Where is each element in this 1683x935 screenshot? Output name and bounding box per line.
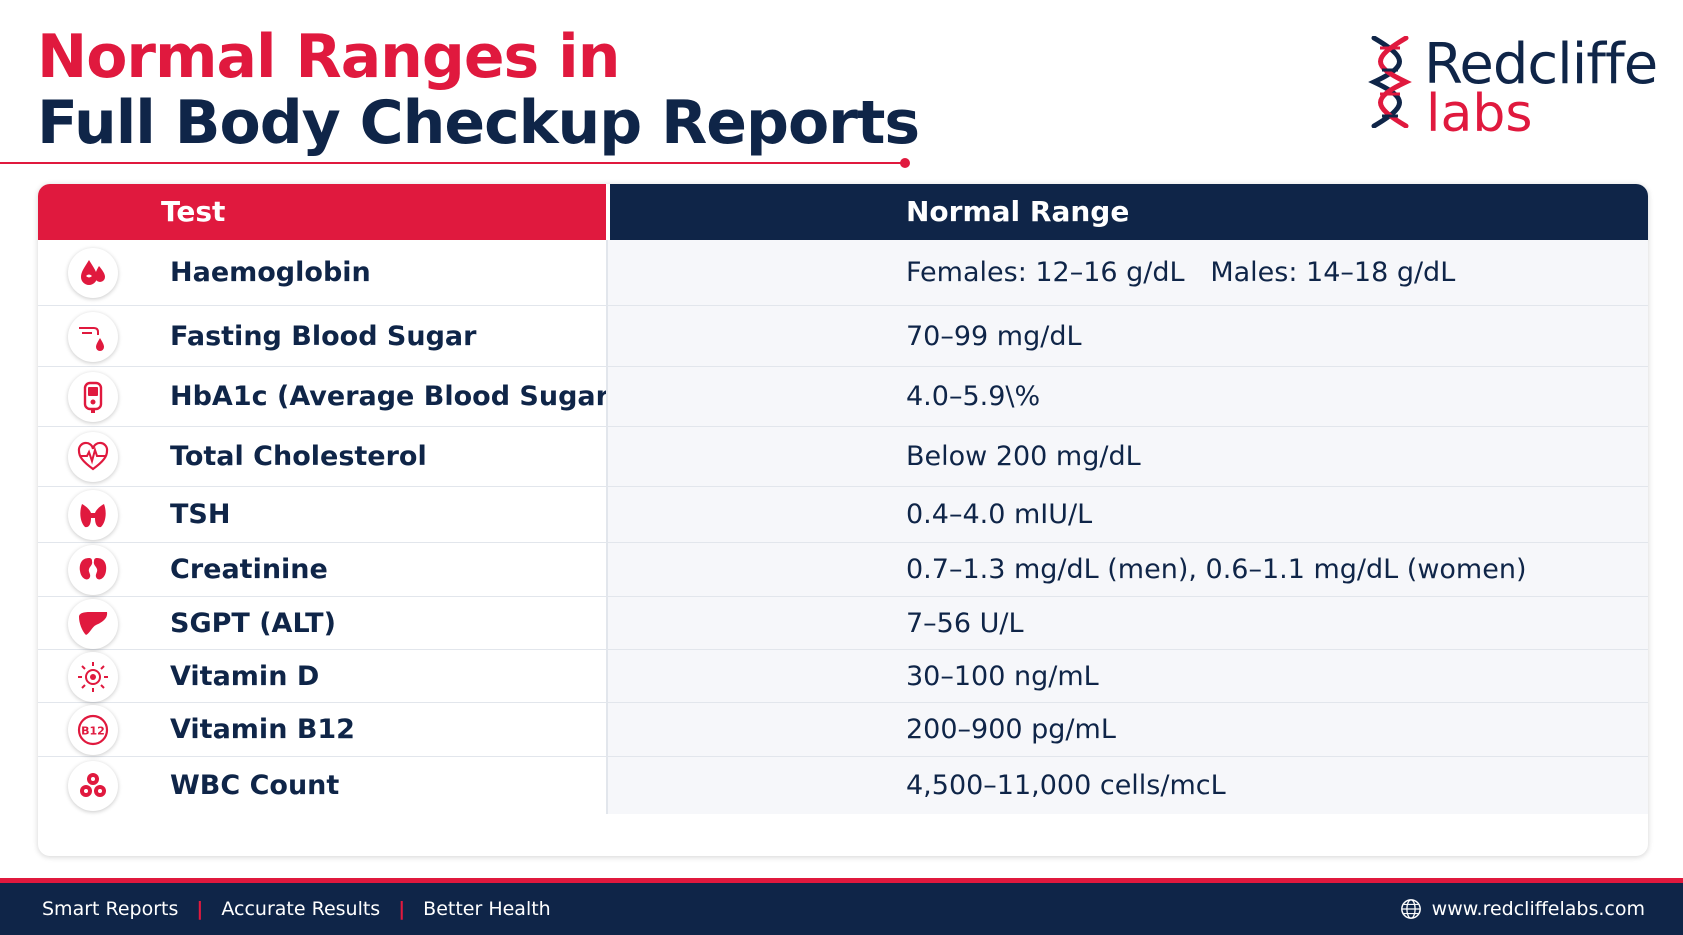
table-row: HbA1c (Average Blood Sugar) 4.0–5.9\% bbox=[38, 367, 1648, 427]
blood-drop-icon bbox=[68, 248, 118, 298]
b12-badge-icon: B12 bbox=[68, 705, 118, 755]
brand-name: Redcliffe bbox=[1424, 32, 1658, 97]
cell-range: 0.7–1.3 mg/dL (men), 0.6–1.1 mg/dL (wome… bbox=[608, 543, 1648, 596]
column-divider bbox=[606, 650, 608, 702]
ranges-table: Test Normal Range Haemoglobin Females: 12… bbox=[38, 184, 1648, 856]
range-value: 30–100 ng/mL bbox=[906, 661, 1099, 692]
table-row: B12 Vitamin B12 200–900 pg/mL bbox=[38, 703, 1648, 757]
column-header-test: Test bbox=[38, 184, 606, 240]
range-value: Females: 12–16 g/dL Males: 14–18 g/dL bbox=[906, 257, 1456, 288]
column-divider bbox=[606, 597, 608, 649]
cell-range: 200–900 pg/mL bbox=[608, 703, 1648, 756]
range-value: 7–56 U/L bbox=[906, 608, 1024, 639]
column-divider bbox=[606, 240, 608, 305]
sun-icon bbox=[68, 652, 118, 702]
cell-test: Creatinine bbox=[38, 543, 606, 596]
title-underline-dot bbox=[900, 158, 910, 168]
range-value: 0.7–1.3 mg/dL (men), 0.6–1.1 mg/dL (wome… bbox=[906, 554, 1527, 585]
brand-sub: labs bbox=[1426, 84, 1533, 144]
cell-test: B12 Vitamin B12 bbox=[38, 703, 606, 756]
title-line-2: Full Body Checkup Reports bbox=[37, 88, 920, 158]
range-value: 0.4–4.0 mIU/L bbox=[906, 499, 1093, 530]
blood-cells-icon bbox=[68, 761, 118, 811]
title-line-1: Normal Ranges in bbox=[37, 22, 620, 92]
table-row: SGPT (ALT) 7–56 U/L bbox=[38, 597, 1648, 650]
cell-range: 4.0–5.9\% bbox=[608, 367, 1648, 426]
table-row: TSH 0.4–4.0 mIU/L bbox=[38, 487, 1648, 543]
range-value: Below 200 mg/dL bbox=[906, 441, 1141, 472]
page-title: Normal Ranges in Full Body Checkup Repor… bbox=[37, 22, 920, 158]
heart-pulse-icon bbox=[68, 432, 118, 482]
footer-taglines: Smart Reports | Accurate Results | Bette… bbox=[42, 883, 551, 935]
column-divider bbox=[606, 757, 608, 814]
footer-accent-bar bbox=[0, 878, 1683, 883]
cell-test: HbA1c (Average Blood Sugar) bbox=[38, 367, 621, 426]
footer-tag-accurate-results: Accurate Results bbox=[221, 898, 381, 920]
cell-test: WBC Count bbox=[38, 757, 606, 814]
test-name: Creatinine bbox=[170, 554, 328, 585]
cell-range: Females: 12–16 g/dL Males: 14–18 g/dL bbox=[608, 240, 1648, 305]
column-divider bbox=[606, 703, 608, 756]
test-name: Vitamin B12 bbox=[170, 714, 355, 745]
cell-range: 4,500–11,000 cells/mcL bbox=[608, 757, 1648, 814]
b12-badge-text: B12 bbox=[81, 725, 105, 738]
cell-range: Below 200 mg/dL bbox=[608, 427, 1648, 486]
cell-test: TSH bbox=[38, 487, 606, 542]
footer: Smart Reports | Accurate Results | Bette… bbox=[0, 883, 1683, 935]
cell-range: 70–99 mg/dL bbox=[608, 306, 1648, 366]
table-row: WBC Count 4,500–11,000 cells/mcL bbox=[38, 757, 1648, 814]
range-value: 4.0–5.9\% bbox=[906, 381, 1041, 412]
test-name: HbA1c (Average Blood Sugar) bbox=[170, 381, 622, 412]
website-link[interactable]: www.redcliffelabs.com bbox=[1431, 898, 1645, 920]
test-name: TSH bbox=[170, 499, 231, 530]
test-name: Fasting Blood Sugar bbox=[170, 321, 477, 352]
test-name: SGPT (ALT) bbox=[170, 608, 336, 639]
table-row: Total Cholesterol Below 200 mg/dL bbox=[38, 427, 1648, 487]
table-header: Test Normal Range bbox=[38, 184, 1648, 240]
footer-website[interactable]: www.redcliffelabs.com bbox=[1400, 883, 1645, 935]
test-name: Total Cholesterol bbox=[170, 441, 427, 472]
table-row: Vitamin D 30–100 ng/mL bbox=[38, 650, 1648, 703]
brand-logo: Redcliffe labs bbox=[1368, 32, 1668, 144]
globe-icon bbox=[1400, 899, 1421, 919]
footer-tag-smart-reports: Smart Reports bbox=[42, 898, 179, 920]
liver-icon bbox=[68, 599, 118, 649]
cell-test: Vitamin D bbox=[38, 650, 606, 702]
footer-separator: | bbox=[398, 898, 406, 920]
column-divider bbox=[606, 543, 608, 596]
thyroid-icon bbox=[68, 490, 118, 540]
column-header-range: Normal Range bbox=[610, 184, 1648, 240]
test-name: Haemoglobin bbox=[170, 257, 371, 288]
cell-range: 7–56 U/L bbox=[608, 597, 1648, 649]
column-divider bbox=[606, 487, 608, 542]
dna-icon bbox=[1368, 36, 1412, 128]
table-row: Fasting Blood Sugar 70–99 mg/dL bbox=[38, 306, 1648, 367]
kidney-icon bbox=[68, 545, 118, 595]
column-divider bbox=[606, 306, 608, 366]
footer-tag-better-health: Better Health bbox=[423, 898, 551, 920]
finger-prick-icon bbox=[68, 312, 118, 362]
column-divider bbox=[606, 427, 608, 486]
range-value: 4,500–11,000 cells/mcL bbox=[906, 770, 1226, 801]
column-divider bbox=[606, 367, 608, 426]
table-row: Creatinine 0.7–1.3 mg/dL (men), 0.6–1.1 m… bbox=[38, 543, 1648, 597]
test-name: WBC Count bbox=[170, 770, 340, 801]
glucometer-icon bbox=[68, 372, 118, 422]
table-row: Haemoglobin Females: 12–16 g/dL Males: 14… bbox=[38, 240, 1648, 306]
cell-test: Haemoglobin bbox=[38, 240, 606, 305]
cell-test: Fasting Blood Sugar bbox=[38, 306, 606, 366]
cell-range: 30–100 ng/mL bbox=[608, 650, 1648, 702]
cell-test: SGPT (ALT) bbox=[38, 597, 606, 649]
footer-separator: | bbox=[196, 898, 204, 920]
cell-test: Total Cholesterol bbox=[38, 427, 606, 486]
cell-range: 0.4–4.0 mIU/L bbox=[608, 487, 1648, 542]
range-value: 70–99 mg/dL bbox=[906, 321, 1082, 352]
test-name: Vitamin D bbox=[170, 661, 320, 692]
range-value: 200–900 pg/mL bbox=[906, 714, 1116, 745]
title-underline bbox=[0, 162, 905, 164]
